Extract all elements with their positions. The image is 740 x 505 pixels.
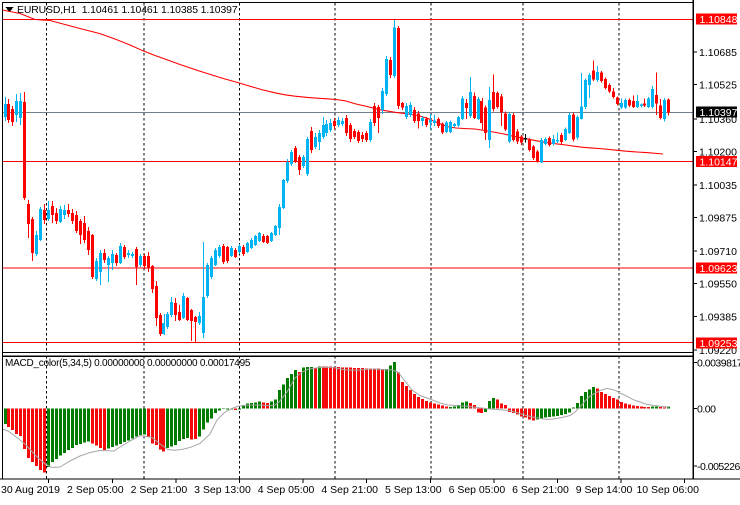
svg-text:MACD_color(5,34,5) 0.00000000: MACD_color(5,34,5) 0.00000000 0.00000000… bbox=[5, 358, 251, 369]
svg-text:1.10200: 1.10200 bbox=[699, 147, 737, 159]
svg-text:9 Sep 14:00: 9 Sep 14:00 bbox=[576, 484, 633, 496]
svg-text:EURUSD,H1 1.10461 1.10461 1.1: EURUSD,H1 1.10461 1.10461 1.10385 1.1039… bbox=[17, 5, 238, 16]
svg-text:2 Sep 05:00: 2 Sep 05:00 bbox=[67, 484, 124, 496]
svg-text:1.09623: 1.09623 bbox=[700, 263, 738, 275]
svg-text:10 Sep 06:00: 10 Sep 06:00 bbox=[636, 484, 699, 496]
svg-text:1.09385: 1.09385 bbox=[699, 312, 737, 324]
svg-text:6 Sep 05:00: 6 Sep 05:00 bbox=[449, 484, 506, 496]
svg-text:1.10397: 1.10397 bbox=[700, 107, 738, 119]
svg-text:1.10848: 1.10848 bbox=[700, 14, 738, 26]
svg-text:1.09550: 1.09550 bbox=[699, 279, 737, 291]
svg-text:5 Sep 13:00: 5 Sep 13:00 bbox=[385, 484, 442, 496]
svg-text:4 Sep 21:00: 4 Sep 21:00 bbox=[321, 484, 378, 496]
svg-text:3 Sep 13:00: 3 Sep 13:00 bbox=[194, 484, 251, 496]
svg-text:2 Sep 21:00: 2 Sep 21:00 bbox=[131, 484, 188, 496]
svg-text:1.09875: 1.09875 bbox=[699, 213, 737, 225]
svg-text:4 Sep 05:00: 4 Sep 05:00 bbox=[258, 484, 315, 496]
svg-text:1.09253: 1.09253 bbox=[700, 338, 738, 350]
svg-text:1.10525: 1.10525 bbox=[699, 80, 737, 92]
svg-text:30 Aug 2019: 30 Aug 2019 bbox=[1, 484, 60, 496]
svg-text:0.0039817: 0.0039817 bbox=[697, 358, 740, 370]
svg-text:6 Sep 21:00: 6 Sep 21:00 bbox=[512, 484, 569, 496]
svg-text:1.10147: 1.10147 bbox=[700, 156, 738, 168]
svg-text:0.00: 0.00 bbox=[697, 404, 716, 416]
svg-text:-0.0052260: -0.0052260 bbox=[697, 461, 740, 473]
svg-text:1.09710: 1.09710 bbox=[699, 246, 737, 258]
svg-text:1.10035: 1.10035 bbox=[699, 180, 737, 192]
svg-text:1.10685: 1.10685 bbox=[699, 47, 737, 59]
